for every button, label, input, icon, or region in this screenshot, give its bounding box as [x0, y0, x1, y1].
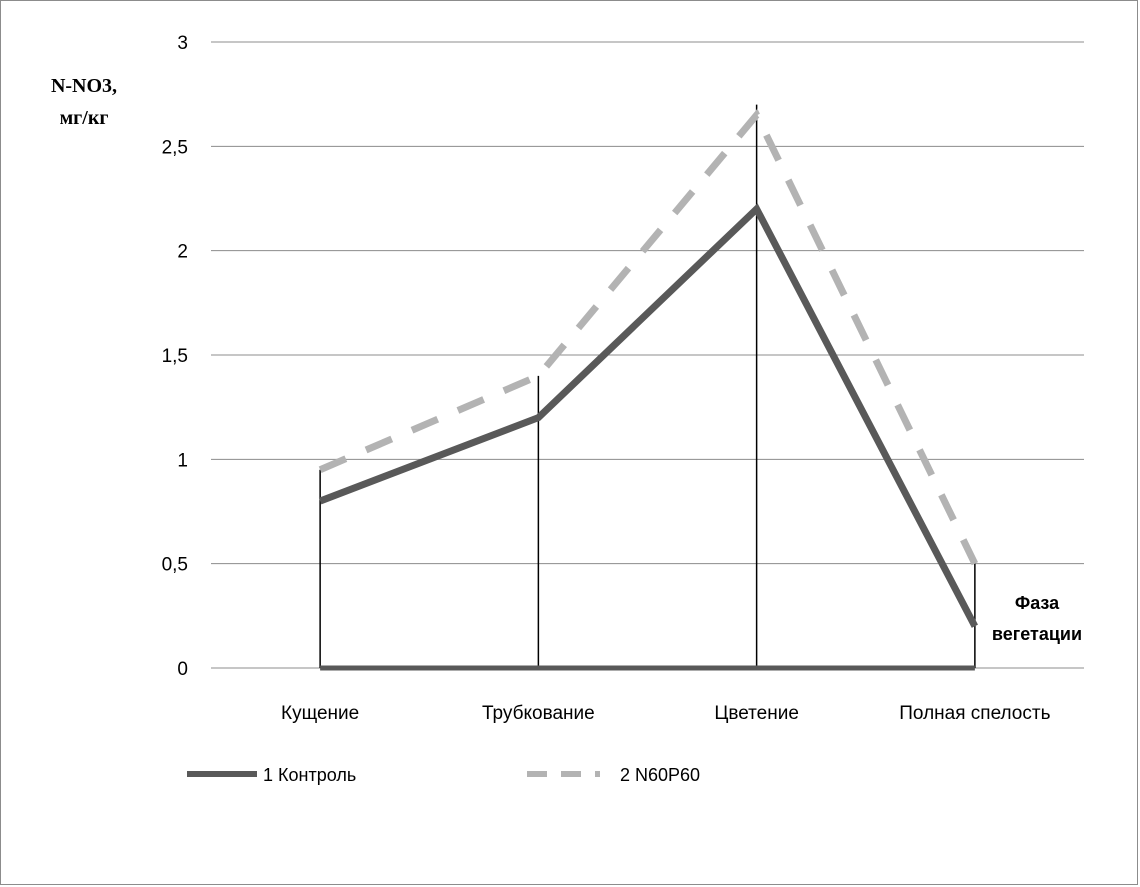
drop-lines	[319, 104, 976, 668]
y-tick-label: 1	[177, 450, 188, 471]
y-tick-label: 2,5	[162, 137, 188, 158]
series-line-1	[318, 203, 978, 628]
legend-label-n60p60: 2 N60P60	[620, 765, 700, 785]
y-tick-label: 0	[177, 659, 188, 680]
x-axis-title-line-1: Фаза	[1015, 593, 1060, 613]
series-line-2	[318, 108, 979, 566]
y-tick-label: 2	[177, 242, 188, 263]
legend: 1 Контроль 2 N60P60	[187, 765, 700, 785]
y-tick-labels: 0 0,5 1 1,5 2 2,5 3	[162, 33, 188, 680]
legend-label-control: 1 Контроль	[263, 765, 356, 785]
y-axis-title-line-1: N-NO3,	[51, 75, 117, 97]
y-tick-label: 3	[177, 33, 188, 54]
x-tick-label: Полная спелость	[899, 703, 1050, 724]
y-axis-title-line-2: мг/кг	[60, 107, 109, 129]
y-tick-label: 0,5	[162, 555, 188, 576]
x-axis-title-line-2: вегетации	[992, 624, 1082, 644]
legend-item-control: 1 Контроль	[187, 765, 356, 785]
x-tick-label: Цветение	[714, 703, 799, 724]
y-tick-label: 1,5	[162, 346, 188, 367]
series-lines	[318, 108, 979, 671]
legend-item-n60p60: 2 N60P60	[527, 765, 700, 785]
x-tick-labels: Кущение Трубкование Цветение Полная спелост…	[281, 703, 1051, 724]
x-tick-label: Трубкование	[482, 703, 595, 724]
gridlines	[211, 41, 1084, 669]
x-tick-label: Кущение	[281, 703, 359, 724]
